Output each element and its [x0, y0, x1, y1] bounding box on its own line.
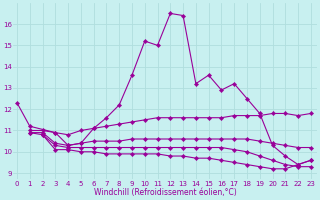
X-axis label: Windchill (Refroidissement éolien,°C): Windchill (Refroidissement éolien,°C) [94, 188, 236, 197]
